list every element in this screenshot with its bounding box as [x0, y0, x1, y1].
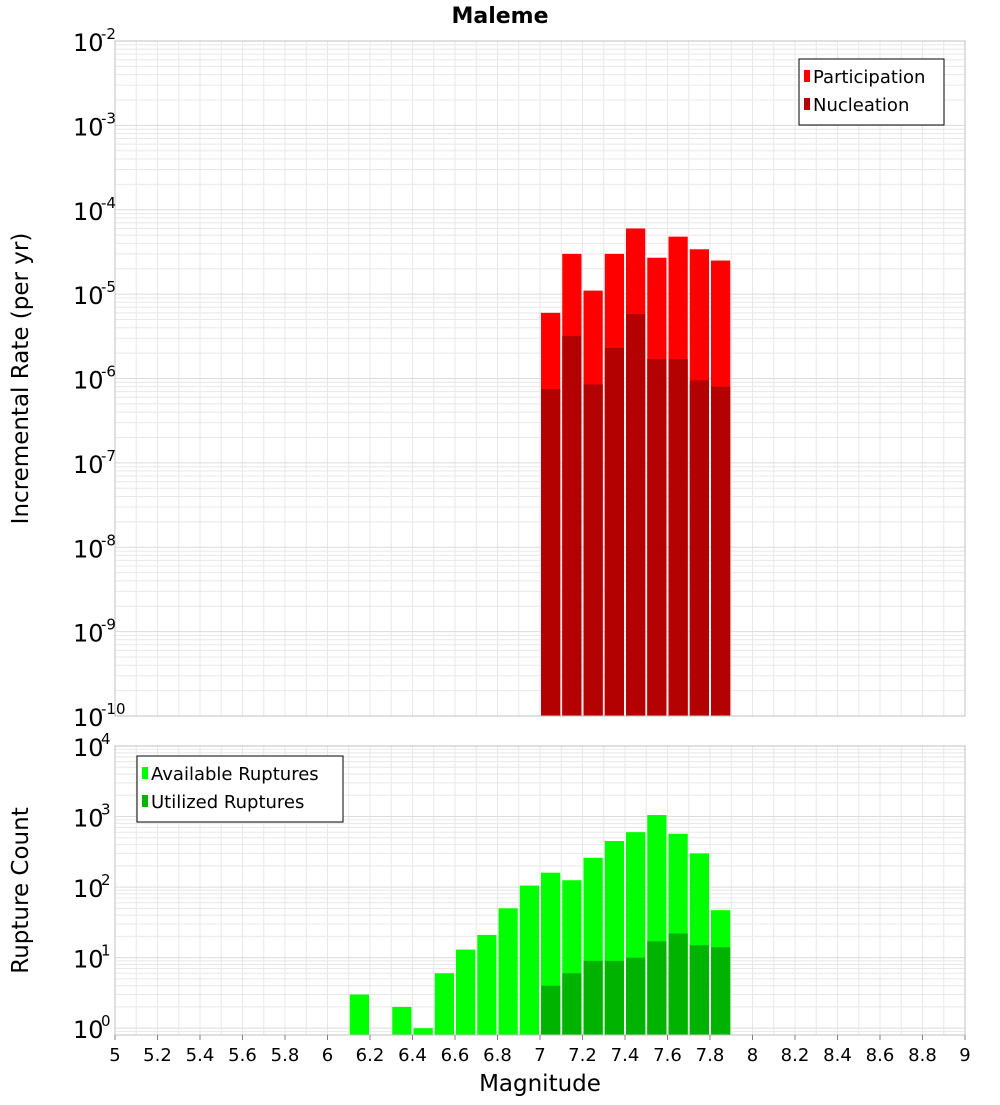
x-tick-label: 8.4	[823, 1045, 852, 1066]
bar-nucleation	[562, 335, 582, 716]
y-tick-label: 10	[73, 198, 104, 226]
bar-utilized-ruptures	[647, 941, 667, 1035]
bar-utilized-ruptures	[562, 973, 582, 1035]
legend-label: Participation	[813, 67, 925, 88]
y-tick-label: 10	[73, 620, 104, 648]
legend-top	[798, 58, 945, 126]
x-tick-label: 6.2	[356, 1045, 385, 1066]
bar-nucleation	[604, 347, 624, 716]
x-tick-label: 9	[959, 1045, 970, 1066]
legend-swatch	[142, 795, 148, 807]
bar-available-ruptures	[519, 885, 539, 1035]
y-tick-label: 10	[73, 367, 104, 395]
y-tick-exponent: 2	[101, 871, 111, 889]
bar-nucleation	[626, 314, 646, 716]
y-tick-exponent: -2	[101, 25, 116, 43]
y-tick-label: 10	[73, 451, 104, 479]
x-tick-label: 5.2	[143, 1045, 172, 1066]
y-tick-label: 10	[73, 875, 104, 903]
x-tick-label: 8.2	[781, 1045, 810, 1066]
legend-swatch	[804, 70, 810, 82]
x-tick-label: 6.4	[398, 1045, 427, 1066]
y-tick-label: 10	[73, 805, 104, 833]
y-axis-label: Rupture Count	[8, 807, 34, 973]
y-tick-label: 10	[73, 946, 104, 974]
bar-nucleation	[583, 384, 603, 716]
legend-swatch	[142, 767, 148, 779]
x-tick-label: 8.8	[908, 1045, 937, 1066]
x-tick-label: 7.2	[568, 1045, 597, 1066]
y-tick-exponent: -9	[101, 616, 116, 634]
x-tick-label: 7.6	[653, 1045, 682, 1066]
bar-utilized-ruptures	[541, 985, 561, 1035]
y-tick-label: 10	[73, 535, 104, 563]
y-tick-exponent: 0	[101, 1012, 111, 1030]
bar-utilized-ruptures	[583, 960, 603, 1035]
bar-utilized-ruptures	[604, 960, 624, 1035]
y-tick-exponent: -3	[101, 109, 116, 127]
x-tick-label: 6	[322, 1045, 333, 1066]
y-tick-label: 10	[73, 113, 104, 141]
legend-bottom	[136, 755, 344, 823]
y-tick-exponent: -7	[101, 447, 116, 465]
y-tick-exponent: -10	[101, 700, 126, 718]
y-tick-exponent: -6	[101, 363, 116, 381]
x-tick-label: 5.8	[271, 1045, 300, 1066]
bar-utilized-ruptures	[689, 945, 709, 1035]
bar-nucleation	[647, 359, 667, 716]
y-tick-exponent: -4	[101, 194, 116, 212]
x-tick-label: 7.8	[696, 1045, 725, 1066]
bar-available-ruptures	[434, 973, 454, 1035]
y-tick-label: 10	[73, 282, 104, 310]
bar-available-ruptures	[349, 994, 369, 1035]
bar-available-ruptures	[392, 1006, 412, 1035]
legend-label: Utilized Ruptures	[151, 792, 304, 813]
x-tick-label: 5.4	[186, 1045, 215, 1066]
bar-utilized-ruptures	[668, 933, 688, 1035]
legend-label: Available Ruptures	[151, 764, 319, 785]
rate-panel: 10-1010-910-810-710-610-510-410-310-2Inc…	[8, 25, 966, 732]
legend-label: Nucleation	[813, 95, 909, 116]
x-tick-label: 8	[747, 1045, 758, 1066]
y-tick-exponent: 4	[101, 730, 111, 748]
bar-available-ruptures	[413, 1028, 433, 1035]
x-axis-label: Magnitude	[479, 1071, 601, 1097]
x-tick-label: 6.8	[483, 1045, 512, 1066]
x-tick-label: 7	[534, 1045, 545, 1066]
y-tick-exponent: -5	[101, 278, 116, 296]
plot-frame	[114, 40, 966, 717]
y-tick-exponent: -8	[101, 531, 116, 549]
legend-swatch	[804, 98, 810, 110]
bar-available-ruptures	[456, 949, 476, 1035]
x-tick-label: 8.6	[866, 1045, 895, 1066]
y-tick-exponent: 3	[101, 801, 111, 819]
y-tick-label: 10	[73, 704, 104, 732]
y-axis-label: Incremental Rate (per yr)	[8, 233, 34, 525]
x-tick-label: 5	[109, 1045, 120, 1066]
bar-nucleation	[711, 386, 731, 716]
y-tick-label: 10	[73, 734, 104, 762]
x-tick-label: 5.6	[228, 1045, 257, 1066]
bar-utilized-ruptures	[711, 947, 731, 1035]
y-tick-label: 10	[73, 29, 104, 57]
bar-utilized-ruptures	[626, 957, 646, 1035]
bar-nucleation	[689, 380, 709, 716]
bar-available-ruptures	[498, 908, 518, 1035]
bar-nucleation	[541, 389, 561, 716]
y-tick-exponent: 1	[101, 942, 111, 960]
x-tick-label: 7.4	[611, 1045, 640, 1066]
chart-title: Maleme	[451, 4, 548, 29]
bar-available-ruptures	[477, 934, 497, 1035]
y-tick-label: 10	[73, 1016, 104, 1044]
x-tick-label: 6.6	[441, 1045, 470, 1066]
bar-nucleation	[668, 359, 688, 716]
